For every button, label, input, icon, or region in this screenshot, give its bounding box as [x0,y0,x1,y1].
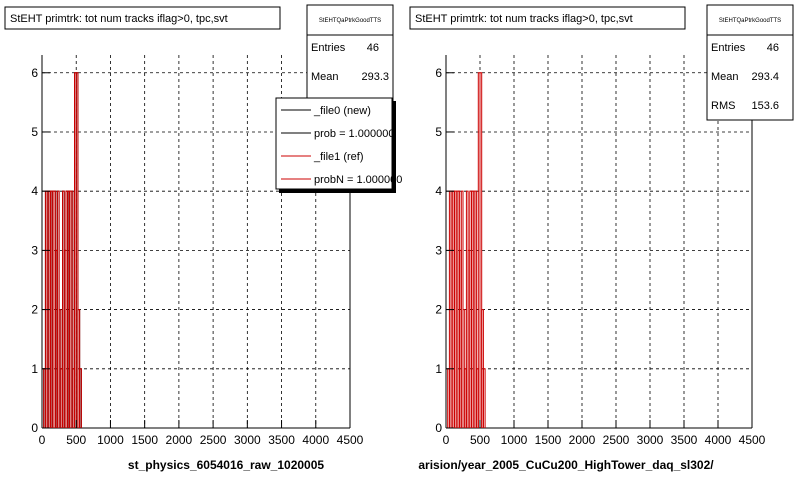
legend-label: prob = 1.000000 [314,128,394,140]
file-label: arision/year_2005_CuCu200_HighTower_daq_… [418,458,714,472]
x-tick-label: 2000 [166,433,193,447]
stats-box: StEHTQaPtrkGoodTTS Entries 46 Mean 293.3 [306,4,394,103]
stats-entries-label: Entries [711,42,746,54]
x-tick-label: 0 [39,433,46,447]
y-axis-ticks: 0 1 2 3 4 5 6 [31,66,50,435]
x-tick-label: 0 [443,433,450,447]
histogram-bin [482,368,486,428]
x-axis-ticks: 0 500 1000 1500 2000 2500 3000 3500 4000 4500 [39,420,364,447]
y-tick-label: 3 [31,243,38,257]
x-tick-label: 4000 [302,433,329,447]
x-tick-label: 2500 [200,433,227,447]
x-tick-label: 4000 [705,433,732,447]
y-tick-label: 3 [435,243,442,257]
y-tick-label: 0 [31,421,38,435]
x-axis-ticks: 0 500 1000 1500 2000 2500 3000 3500 4000 4500 [443,420,766,447]
histogram-bin [474,190,478,428]
histogram-bin [79,368,82,428]
y-tick-label: 6 [435,66,442,80]
stats-mean-value: 293.4 [751,71,779,83]
legend-label: _file0 (new) [313,105,371,117]
stats-box: StEHTQaPtrkGoodTTS Entries 46 Mean 293.4… [706,4,794,121]
y-tick-label: 5 [435,125,442,139]
y-tick-label: 5 [31,125,38,139]
title-box: StEHT primtrk: tot num tracks iflag>0, t… [4,6,281,30]
y-tick-label: 4 [435,184,442,198]
panel-right: 0 500 1000 1500 2000 2500 3000 3500 4000 4500 0 1 2… [409,4,794,472]
stats-rms-value: 153.6 [751,100,779,112]
plot-title: StEHT primtrk: tot num tracks iflag>0, t… [415,13,633,25]
stats-entries-value: 46 [367,42,379,54]
legend-label: _file1 (ref) [313,151,364,163]
x-tick-label: 3000 [234,433,261,447]
x-tick-label: 3500 [268,433,295,447]
stats-mean-label: Mean [311,71,339,83]
y-tick-label: 1 [31,362,38,376]
x-tick-label: 1000 [97,433,124,447]
y-tick-label: 2 [31,303,38,317]
legend-items: _file0 (new) prob = 1.000000 _file1 (ref) p… [281,105,402,186]
histogram-bin [70,190,74,428]
x-tick-label: 2500 [603,433,630,447]
y-tick-label: 1 [435,362,442,376]
histogram-bin [479,72,483,428]
stats-rms-label: RMS [711,100,735,112]
file-label: st_physics_6054016_raw_1020005 [128,458,324,472]
legend-label: probN = 1.000000 [314,174,402,186]
stats-name: StEHTQaPtrkGoodTTS [719,18,781,24]
x-tick-label: 1500 [535,433,562,447]
x-tick-label: 1500 [131,433,158,447]
grid-lines [446,55,753,428]
x-tick-label: 500 [470,433,490,447]
histogram-bin [75,72,79,428]
title-box: StEHT primtrk: tot num tracks iflag>0, t… [409,6,686,30]
x-tick-label: 500 [66,433,86,447]
stats-name: StEHTQaPtrkGoodTTS [319,18,381,24]
y-tick-label: 4 [31,184,38,198]
x-tick-label: 1000 [501,433,528,447]
x-tick-label: 4500 [739,433,766,447]
stats-mean-label: Mean [711,71,739,83]
histogram-bins [447,72,486,428]
stats-entries-label: Entries [311,42,346,54]
y-tick-label: 6 [31,66,38,80]
stats-mean-value: 293.3 [361,71,389,83]
stats-entries-value: 46 [767,42,779,54]
x-tick-label: 3000 [637,433,664,447]
x-tick-label: 3500 [671,433,698,447]
legend-box: _file0 (new) prob = 1.000000 _file1 (ref) p… [275,97,402,193]
plot-title: StEHT primtrk: tot num tracks iflag>0, t… [10,13,228,25]
y-axis-ticks: 0 1 2 3 4 5 6 [435,66,454,435]
x-tick-label: 4500 [337,433,364,447]
y-tick-label: 2 [435,303,442,317]
y-tick-label: 0 [435,421,442,435]
x-tick-label: 2000 [569,433,596,447]
panel-left: 0 500 1000 1500 2000 2500 3000 3500 4000 4500 0 1 2… [4,4,402,472]
